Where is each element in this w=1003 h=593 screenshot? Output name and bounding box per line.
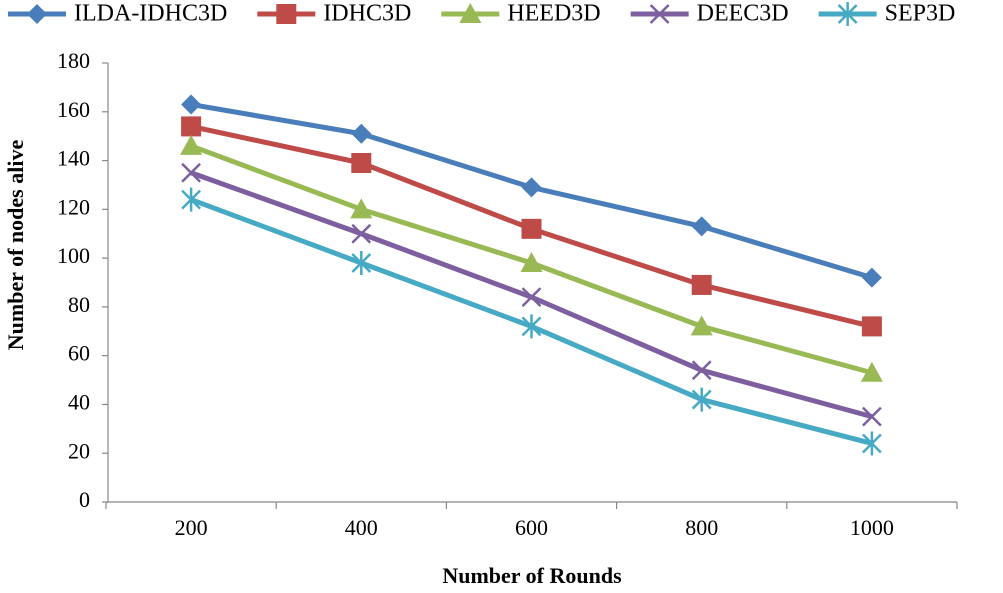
point <box>860 361 883 382</box>
x-tick-label: 400 <box>345 515 378 540</box>
marker-stroke <box>649 4 670 24</box>
series-line <box>190 170 873 420</box>
point <box>350 198 373 219</box>
point <box>691 387 712 412</box>
point <box>862 431 882 456</box>
point <box>181 187 201 212</box>
y-tick-label: 180 <box>57 48 90 73</box>
legend-marker <box>27 4 47 24</box>
x-tick-label: 200 <box>175 515 208 540</box>
point <box>181 116 202 137</box>
x-tick-label: 800 <box>685 515 718 540</box>
legend-marker <box>276 4 297 24</box>
y-tick-label: 0 <box>79 487 90 512</box>
legend-label: DEEC3D <box>697 1 789 27</box>
point <box>691 274 712 295</box>
point <box>861 267 882 288</box>
point <box>351 250 372 275</box>
marker-stroke <box>862 406 882 427</box>
point <box>521 218 542 239</box>
point <box>862 406 882 427</box>
x-tick-label: 1000 <box>850 515 894 540</box>
legend-label: SEP3D <box>885 1 956 27</box>
y-tick-label: 80 <box>68 292 90 317</box>
y-tick-label: 140 <box>57 146 90 171</box>
marker-stroke <box>351 223 372 244</box>
point <box>861 316 882 337</box>
legend-label: ILDA-IDHC3D <box>74 1 227 27</box>
legend-label: IDHC3D <box>323 1 411 27</box>
y-axis-title: Number of nodes alive <box>3 140 28 351</box>
point <box>690 315 713 336</box>
point <box>180 134 203 155</box>
point <box>351 223 372 244</box>
point <box>521 287 542 308</box>
y-tick-label: 40 <box>68 389 90 414</box>
point <box>520 251 543 272</box>
y-tick-label: 100 <box>57 243 90 268</box>
legend-marker <box>649 4 670 24</box>
point <box>181 94 202 115</box>
x-axis-title: Number of Rounds <box>442 563 622 588</box>
marker-stroke <box>181 162 201 183</box>
point <box>181 162 201 183</box>
y-tick-label: 60 <box>68 341 90 366</box>
point <box>691 360 712 381</box>
legend-label: HEED3D <box>507 1 600 27</box>
legend-marker <box>459 3 482 23</box>
legend-marker <box>837 2 858 26</box>
point <box>521 177 542 198</box>
y-tick-label: 20 <box>68 438 90 463</box>
point <box>521 314 542 339</box>
marker-stroke <box>691 360 712 381</box>
point <box>691 216 712 237</box>
x-tick-label: 600 <box>515 515 548 540</box>
point <box>351 123 372 144</box>
point <box>351 152 372 173</box>
y-tick-label: 120 <box>57 194 90 219</box>
y-tick-label: 160 <box>57 97 90 122</box>
marker-stroke <box>521 287 542 308</box>
